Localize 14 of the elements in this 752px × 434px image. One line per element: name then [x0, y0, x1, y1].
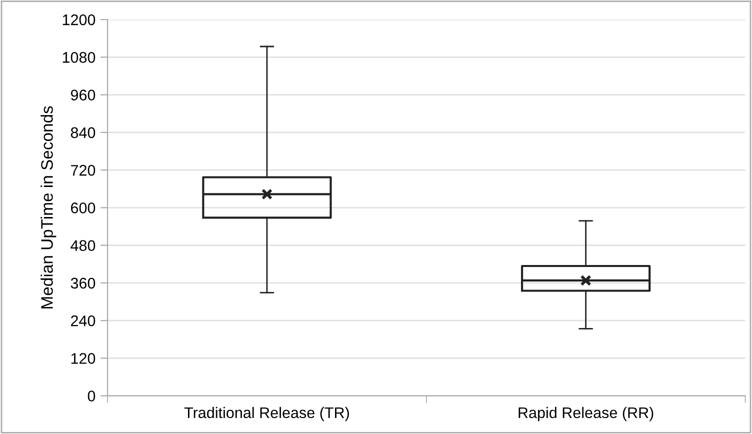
y-tick-label: 840	[70, 127, 96, 138]
y-tick-label: 120	[71, 353, 96, 364]
y-tick-label: 1200	[62, 14, 96, 26]
y-axis-title: Median UpTime in Seconds	[40, 106, 56, 308]
y-tick-label: 480	[70, 240, 96, 251]
y-tick-label: 240	[71, 315, 96, 326]
y-tick-label: 1080	[62, 52, 96, 63]
y-tick-label: 360	[70, 278, 96, 289]
y-tick-label: 0	[88, 390, 96, 402]
y-tick-label: 600	[71, 202, 96, 214]
y-tick-label: 960	[70, 90, 96, 100]
x-tick-label: Traditional Release (TR)	[184, 406, 349, 422]
y-tick-label: 720	[71, 164, 96, 176]
x-tick-label: Rapid Release (RR)	[518, 406, 654, 422]
